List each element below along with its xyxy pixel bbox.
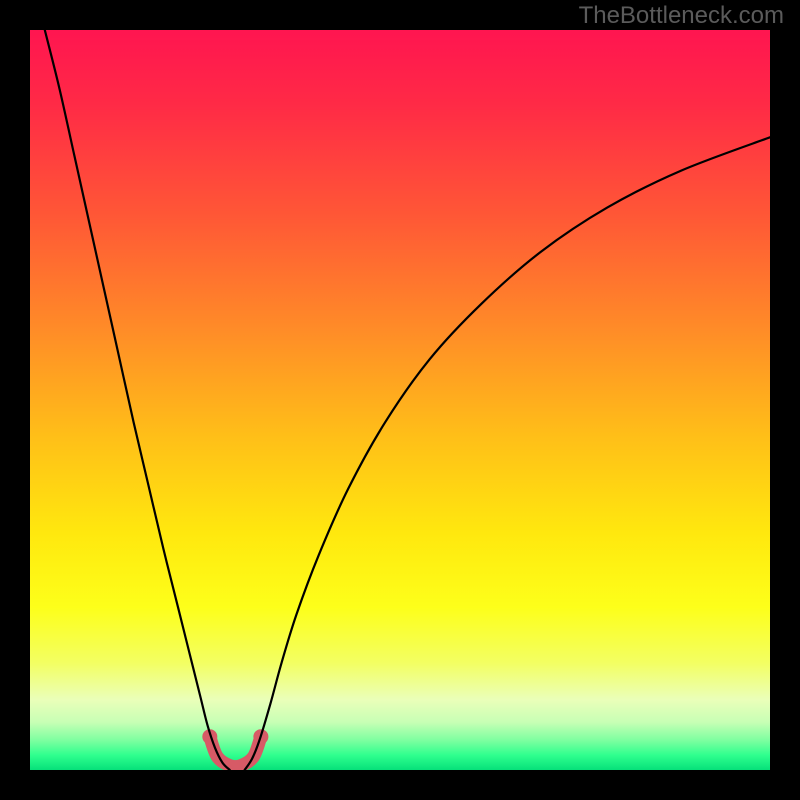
watermark-text: TheBottleneck.com [579, 2, 784, 30]
plot-area [30, 30, 770, 770]
chart-svg [30, 30, 770, 770]
